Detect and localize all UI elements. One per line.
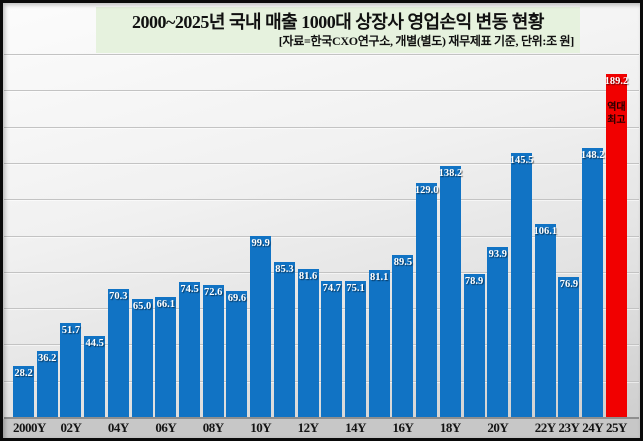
bar-2004: 70.3 — [107, 289, 129, 417]
bar-value-label: 85.3 — [275, 264, 294, 276]
bar-value-label: 75.1 — [346, 282, 365, 294]
bar-value-label: 36.2 — [38, 353, 57, 365]
x-tick-2022: 22Y — [534, 420, 556, 435]
bar-2014: 75.1 — [345, 280, 367, 417]
bar-value-label: 74.7 — [322, 283, 341, 295]
record-high-note: 역대 최고 — [607, 101, 626, 126]
x-tick-2006: 06Y — [155, 420, 177, 435]
gridline — [4, 199, 639, 201]
bar-2001: 36.2 — [36, 351, 58, 417]
bar-2008: 72.6 — [202, 285, 224, 417]
x-tick-2023: 23Y — [558, 420, 580, 435]
bar-value-label: 28.2 — [14, 367, 33, 379]
bar-value-label: 74.5 — [180, 283, 199, 295]
gridline — [4, 54, 639, 55]
bar-2025: 189.2 역대 최고 — [604, 73, 629, 417]
bar-2003: 44.5 — [84, 336, 106, 417]
x-tick-2004: 04Y — [107, 420, 129, 435]
bar-2002: 51.7 — [60, 323, 82, 417]
bar-2009: 69.6 — [226, 290, 248, 417]
bar-value-label: 129.0 — [414, 184, 439, 196]
x-tick-2024: 24Y — [582, 420, 604, 435]
bar-2024: 148.2 — [580, 148, 605, 417]
bar-value-label: 78.9 — [464, 275, 484, 287]
bar-value-label: 106.1 — [533, 226, 558, 238]
gridline — [4, 162, 639, 164]
bar-2017: 129.0 — [414, 182, 439, 417]
bar-2023: 76.9 — [558, 277, 580, 417]
bar-2015: 81.1 — [368, 269, 390, 417]
bar-value-label: 76.9 — [559, 279, 579, 291]
chart-title-box: 2000~2025년 국내 매출 1000대 상장사 영업손익 변동 현황 [자… — [96, 7, 580, 53]
bar-2018: 138.2 — [438, 166, 463, 417]
bar-value-label: 44.5 — [85, 338, 104, 350]
bar-value-label: 89.5 — [393, 256, 413, 268]
bar-value-label: 99.9 — [251, 237, 270, 249]
x-tick-2012: 12Y — [297, 420, 319, 435]
bar-2012: 81.6 — [297, 268, 319, 417]
gridline — [4, 90, 639, 92]
chart-title: 2000~2025년 국내 매출 1000대 상장사 영업손익 변동 현황 — [132, 12, 544, 32]
bar-value-label: 138.2 — [438, 168, 463, 180]
bar-2007: 74.5 — [179, 281, 200, 417]
bar-2000: 28.2 — [13, 365, 34, 417]
x-axis-line — [4, 417, 639, 419]
x-tick-2008: 08Y — [202, 420, 224, 435]
x-tick-2002: 02Y — [60, 420, 82, 435]
x-tick-2016: 16Y — [392, 420, 414, 435]
gridline — [4, 235, 639, 237]
bar-value-label: 189.2 — [604, 75, 629, 87]
bar-2021: 145.5 — [509, 152, 534, 417]
bar-2005: 65.0 — [131, 299, 153, 417]
bar-value-label: 81.1 — [370, 271, 389, 283]
bar-value-label: 51.7 — [61, 325, 81, 337]
chart-subtitle: [자료=한국CXO연구소, 개별(별도) 재무제표 기준, 단위:조 원] — [278, 34, 575, 48]
bar-value-label: 70.3 — [109, 291, 128, 303]
bar-value-label: 145.5 — [509, 154, 534, 166]
bar-2022: 106.1 — [533, 224, 558, 417]
bar-value-label: 69.6 — [227, 292, 247, 304]
x-tick-2014: 14Y — [345, 420, 366, 435]
bar-2006: 66.1 — [155, 297, 177, 417]
bar-2013: 74.7 — [321, 281, 343, 417]
bar-value-label: 72.6 — [204, 287, 223, 299]
bar-2016: 89.5 — [392, 254, 414, 417]
bar-value-label: 81.6 — [298, 270, 318, 282]
x-tick-2025: 25Y — [605, 420, 627, 435]
bar-2020: 93.9 — [487, 246, 509, 417]
bar-value-label: 93.9 — [488, 248, 507, 260]
bar-value-label: 66.1 — [156, 299, 175, 311]
x-tick-2000: 2000Y — [13, 420, 46, 435]
gridline — [4, 271, 639, 273]
bar-value-label: 148.2 — [580, 150, 605, 162]
x-tick-2010: 10Y — [250, 420, 272, 435]
bar-value-label: 65.0 — [132, 301, 152, 313]
x-axis-label-strip — [3, 419, 640, 438]
x-tick-2018: 18Y — [439, 420, 461, 435]
bar-2019: 78.9 — [463, 273, 485, 417]
bar-2010: 99.9 — [250, 235, 272, 417]
bar-2011: 85.3 — [273, 262, 295, 417]
gridline — [4, 126, 639, 128]
x-tick-2020: 20Y — [487, 420, 509, 435]
